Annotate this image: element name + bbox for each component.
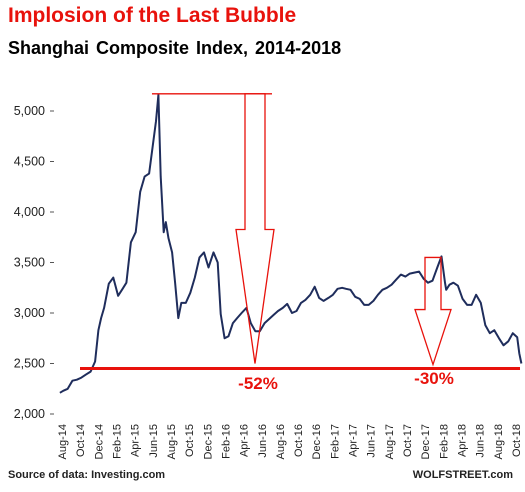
series-line — [59, 93, 523, 394]
drop-arrow — [414, 256, 452, 367]
chart-title: Implosion of the Last Bubble — [8, 4, 297, 27]
x-tick-label: Jun-17 — [366, 424, 378, 458]
x-tick-label: Jun-18 — [475, 424, 487, 458]
drop-arrow — [235, 93, 275, 364]
x-tick-label: Jun-15 — [148, 424, 160, 458]
x-tick-label: Feb-16 — [220, 424, 232, 459]
x-tick-label: Oct-17 — [402, 424, 414, 457]
y-axis: 2,000 2,500 3,000 3,500 4,000 4,500 5,000 — [14, 104, 54, 421]
x-tick-label: Feb-17 — [329, 424, 341, 459]
chart-subtitle: Shanghai Composite Index, 2014-2018 — [8, 38, 342, 58]
plot-area — [59, 93, 523, 394]
x-tick-label: Aug-14 — [57, 424, 69, 459]
y-tick-label: 3,000 — [14, 306, 45, 320]
x-tick-label: Apr-15 — [130, 424, 142, 457]
x-axis: Aug-14 Oct-14 Dec-14 Feb-15 Apr-15 Jun-15 Aug-… — [57, 424, 523, 459]
x-tick-label: Oct-18 — [511, 424, 523, 457]
y-tick-label: 2,000 — [14, 407, 45, 421]
x-tick-label: Dec-15 — [202, 424, 214, 459]
x-tick-label: Apr-18 — [457, 424, 469, 457]
y-tick-label: 4,500 — [14, 155, 45, 169]
x-tick-label: Dec-16 — [311, 424, 323, 459]
x-tick-label: Dec-14 — [93, 424, 105, 459]
x-tick-label: Aug-16 — [275, 424, 287, 459]
x-tick-label: Feb-18 — [438, 424, 450, 459]
brand-watermark: WOLFSTREET.com — [412, 469, 513, 481]
x-tick-label: Dec-17 — [420, 424, 432, 459]
x-tick-label: Aug-18 — [493, 424, 505, 459]
x-tick-label: Apr-17 — [348, 424, 360, 457]
y-tick-label: 3,500 — [14, 256, 45, 270]
y-tick-label: 2,500 — [14, 357, 45, 371]
annotations: -52% -30% — [80, 93, 520, 393]
x-tick-label: Apr-16 — [239, 424, 251, 457]
x-tick-label: Oct-16 — [293, 424, 305, 457]
x-tick-label: Oct-14 — [75, 424, 87, 457]
y-tick-label: 5,000 — [14, 104, 45, 118]
x-tick-label: Feb-15 — [111, 424, 123, 459]
x-tick-label: Aug-15 — [166, 424, 178, 459]
x-tick-label: Jun-16 — [257, 424, 269, 458]
y-tick-label: 4,000 — [14, 205, 45, 219]
x-tick-label: Oct-15 — [184, 424, 196, 457]
drop-label-30: -30% — [414, 369, 454, 388]
x-tick-label: Aug-17 — [384, 424, 396, 459]
source-note: Source of data: Investing.com — [8, 469, 166, 481]
drop-label-52: -52% — [238, 374, 278, 393]
